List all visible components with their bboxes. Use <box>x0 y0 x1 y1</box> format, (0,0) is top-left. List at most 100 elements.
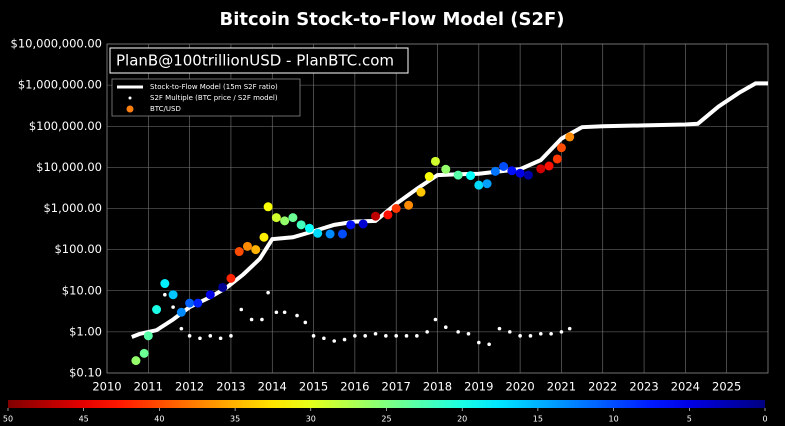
multiple-point <box>433 317 438 322</box>
multiple-point <box>249 317 254 322</box>
multiple-point <box>282 310 287 315</box>
colorbar-tick-label: 50 <box>3 415 13 424</box>
multiple-point <box>353 334 357 338</box>
multiple-point <box>404 334 409 338</box>
multiple-point <box>507 330 512 334</box>
multiple-point <box>332 339 337 343</box>
x-tick-label: 2016 <box>340 380 369 394</box>
multiple-point <box>266 290 270 295</box>
price-point <box>441 164 451 174</box>
price-point <box>226 273 236 283</box>
price-point <box>193 298 203 308</box>
multiple-point <box>487 342 491 347</box>
price-point <box>404 200 414 210</box>
price-point <box>271 213 281 223</box>
multiple-point <box>518 334 522 338</box>
price-point <box>346 220 356 230</box>
price-point <box>391 204 401 213</box>
x-tick-label: 2015 <box>299 380 328 394</box>
colorbar-tick-label: 15 <box>533 415 543 424</box>
x-tick-label: 2014 <box>258 380 287 394</box>
price-point <box>482 179 492 189</box>
price-point <box>313 228 323 238</box>
x-tick-label: 2025 <box>712 380 741 394</box>
legend: Stock-to-Flow Model (15m S2F ratio) S2F M… <box>117 83 278 113</box>
price-point <box>304 223 314 233</box>
multiple-point <box>179 326 184 331</box>
price-point <box>552 154 562 164</box>
price-point <box>325 229 335 239</box>
multiple-point <box>425 330 429 334</box>
multiple-point <box>303 320 308 325</box>
colorbar <box>8 400 765 408</box>
price-point <box>131 356 141 366</box>
price-point <box>205 290 215 300</box>
price-point <box>474 180 484 190</box>
multiple-point <box>163 292 167 297</box>
price-point <box>430 156 440 166</box>
price-point <box>499 162 509 172</box>
model-line <box>131 81 768 339</box>
x-tick-label: 2023 <box>629 380 658 394</box>
price-point <box>168 290 178 300</box>
legend-label: S2F Multiple (BTC price / S2F model) <box>150 94 278 102</box>
colorbar-tick-label: 40 <box>154 415 164 424</box>
price-point <box>536 164 546 174</box>
multiple-point <box>466 331 471 336</box>
multiple-point <box>538 331 543 336</box>
multiple-point <box>559 330 564 334</box>
price-point <box>424 171 434 181</box>
legend-swatch <box>128 96 132 100</box>
price-point <box>490 166 500 176</box>
price-point <box>139 348 149 358</box>
y-tick-label: $100.00 <box>54 242 102 256</box>
price-point <box>242 241 252 251</box>
price-point <box>280 216 290 226</box>
multiple-point <box>456 330 460 334</box>
multiple-point <box>274 310 279 315</box>
y-tick-label: $10,000.00 <box>36 160 102 174</box>
price-point <box>251 245 261 255</box>
multiple-point <box>171 305 175 309</box>
multiple-point <box>443 325 448 329</box>
price-point <box>507 166 517 176</box>
legend-label: Stock-to-Flow Model (15m S2F ratio) <box>150 83 278 91</box>
price-point <box>160 279 170 289</box>
annotation: PlanB@100trillionUSD - PlanBTC.com <box>116 52 394 70</box>
price-point <box>234 247 244 257</box>
multiple-point <box>342 337 347 342</box>
multiple-point <box>198 336 202 341</box>
price-point <box>263 202 273 212</box>
multiple-point <box>218 336 223 341</box>
x-tick-label: 2020 <box>505 380 534 394</box>
price-point <box>565 132 575 142</box>
multiple-point <box>477 340 481 345</box>
x-tick-label: 2022 <box>588 380 617 394</box>
multiple-point <box>394 334 398 338</box>
multiple-point <box>229 334 233 338</box>
price-point <box>218 282 228 292</box>
x-tick-label: 2018 <box>423 380 452 394</box>
multiple-point <box>322 336 326 341</box>
colorbar-tick-label: 35 <box>230 415 240 424</box>
y-tick-label: $1.00 <box>69 324 102 338</box>
multiple-point <box>295 313 299 318</box>
price-point <box>296 220 306 230</box>
price-point <box>416 187 426 197</box>
price-point <box>337 229 347 239</box>
colorbar-tick-label: 0 <box>762 415 767 424</box>
price-point <box>515 168 525 178</box>
y-tick-label: $0.10 <box>69 366 102 380</box>
y-tick-label: $1,000,000.00 <box>18 78 102 92</box>
price-point <box>371 211 381 221</box>
price-point <box>523 170 533 180</box>
multiple-point <box>187 334 192 338</box>
multiple-point <box>567 326 572 331</box>
colorbar-tick-label: 25 <box>381 415 391 424</box>
y-tick-label: $10,000,000.00 <box>11 37 102 51</box>
chart-title: Bitcoin Stock-to-Flow Model (S2F) <box>219 9 564 30</box>
y-tick-label: $1,000.00 <box>43 201 102 215</box>
price-point <box>556 143 566 153</box>
price-point <box>288 213 298 223</box>
